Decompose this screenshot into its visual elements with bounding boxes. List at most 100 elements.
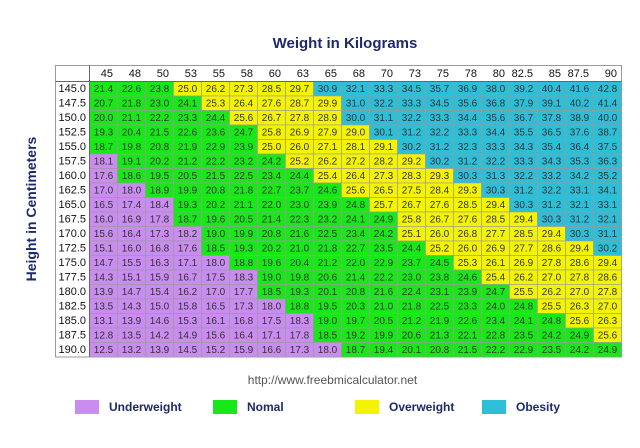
bmi-value: 33.3 <box>430 113 450 124</box>
bmi-value: 25.8 <box>262 128 282 139</box>
bmi-value: 30.2 <box>598 244 618 255</box>
bmi-value: 14.7 <box>122 287 142 298</box>
legend-label-normal: Nomal <box>247 400 284 414</box>
bmi-value: 20.8 <box>206 186 226 197</box>
bmi-value: 21.8 <box>122 99 142 110</box>
bmi-value: 19.8 <box>290 273 310 284</box>
bmi-value: 41.4 <box>598 99 618 110</box>
bmi-value: 14.7 <box>94 258 114 269</box>
bmi-value: 27.6 <box>262 99 282 110</box>
bmi-value: 12.8 <box>94 331 114 342</box>
bmi-value: 26.7 <box>262 113 282 124</box>
bmi-value: 18.5 <box>206 244 226 255</box>
bmi-value: 23.5 <box>542 345 562 356</box>
bmi-value: 28.2 <box>374 157 394 168</box>
height-label: 182.5 <box>58 301 86 313</box>
bmi-value: 21.5 <box>150 128 170 139</box>
bmi-value: 21.8 <box>318 244 338 255</box>
chart-title: Weight in Kilograms <box>272 35 418 52</box>
bmi-value: 29.1 <box>374 142 394 153</box>
bmi-value: 23.4 <box>346 229 366 240</box>
bmi-value: 19.9 <box>234 229 254 240</box>
bmi-value: 17.0 <box>206 287 226 298</box>
bmi-value: 25.6 <box>570 316 590 327</box>
bmi-value: 21.9 <box>430 316 450 327</box>
bmi-value: 20.1 <box>402 345 422 356</box>
bmi-value: 26.2 <box>318 157 338 168</box>
bmi-value: 20.5 <box>374 316 394 327</box>
bmi-value: 22.6 <box>178 128 198 139</box>
bmi-value: 17.0 <box>94 186 114 197</box>
bmi-value: 21.2 <box>178 157 198 168</box>
bmi-value: 24.8 <box>542 316 562 327</box>
bmi-value: 24.4 <box>402 244 422 255</box>
bmi-value: 21.6 <box>290 229 310 240</box>
weight-header: 50 <box>157 68 169 80</box>
bmi-value: 25.3 <box>458 258 478 269</box>
weight-header: 73 <box>409 68 421 80</box>
bmi-value: 34.5 <box>402 84 422 95</box>
bmi-value: 34.3 <box>514 142 534 153</box>
bmi-value: 15.1 <box>94 244 114 255</box>
height-label: 187.5 <box>58 330 86 342</box>
bmi-value: 17.4 <box>122 200 142 211</box>
bmi-value: 26.2 <box>206 84 226 95</box>
bmi-value: 17.3 <box>290 345 310 356</box>
bmi-value: 15.2 <box>206 345 226 356</box>
bmi-value: 37.9 <box>514 99 534 110</box>
bmi-value: 18.1 <box>94 157 114 168</box>
bmi-value: 29.2 <box>402 157 422 168</box>
bmi-value: 23.5 <box>374 244 394 255</box>
bmi-value: 21.1 <box>234 200 254 211</box>
bmi-value: 26.1 <box>486 258 506 269</box>
bmi-value: 25.7 <box>374 200 394 211</box>
bmi-value: 21.5 <box>206 171 226 182</box>
bmi-value: 22.2 <box>374 273 394 284</box>
bmi-value: 29.4 <box>514 215 534 226</box>
bmi-value: 23.4 <box>486 316 506 327</box>
bmi-value: 35.4 <box>542 142 562 153</box>
y-axis-label: Height in Centimeters <box>23 136 39 282</box>
bmi-value: 31.2 <box>402 128 422 139</box>
bmi-value: 33.3 <box>458 128 478 139</box>
bmi-value: 31.2 <box>458 157 478 168</box>
bmi-value: 35.6 <box>486 113 506 124</box>
bmi-value: 21.9 <box>178 142 198 153</box>
bmi-value: 21.2 <box>402 316 422 327</box>
bmi-value: 20.3 <box>346 302 366 313</box>
bmi-value: 15.4 <box>150 287 170 298</box>
bmi-value: 32.2 <box>514 171 534 182</box>
bmi-value: 33.1 <box>570 186 590 197</box>
bmi-value: 15.9 <box>234 345 254 356</box>
bmi-value: 34.2 <box>570 171 590 182</box>
bmi-value: 33.1 <box>598 200 618 211</box>
bmi-value: 12.5 <box>94 345 114 356</box>
bmi-value: 22.2 <box>486 345 506 356</box>
bmi-value: 35.6 <box>458 99 478 110</box>
bmi-value: 22.9 <box>514 345 534 356</box>
height-label: 180.0 <box>58 286 86 298</box>
legend-label-underweight: Underweight <box>109 400 182 414</box>
bmi-value: 22.6 <box>458 316 478 327</box>
bmi-value: 19.9 <box>374 331 394 342</box>
bmi-value: 26.9 <box>514 258 534 269</box>
bmi-value: 25.2 <box>290 157 310 168</box>
bmi-value: 32.2 <box>430 128 450 139</box>
bmi-value: 19.8 <box>122 142 142 153</box>
bmi-value: 19.3 <box>94 128 114 139</box>
bmi-value: 34.1 <box>598 186 618 197</box>
bmi-value: 18.0 <box>122 186 142 197</box>
bmi-value: 27.5 <box>402 186 422 197</box>
bmi-value: 25.0 <box>262 142 282 153</box>
bmi-value: 23.7 <box>290 186 310 197</box>
bmi-value: 30.3 <box>570 229 590 240</box>
bmi-value: 18.0 <box>206 258 226 269</box>
bmi-value: 22.0 <box>262 200 282 211</box>
bmi-value: 24.6 <box>318 186 338 197</box>
bmi-cell <box>593 342 622 358</box>
bmi-value: 19.4 <box>374 345 394 356</box>
bmi-value: 23.8 <box>430 273 450 284</box>
bmi-value: 18.2 <box>178 229 198 240</box>
bmi-value: 23.6 <box>206 128 226 139</box>
bmi-value: 25.5 <box>514 287 534 298</box>
